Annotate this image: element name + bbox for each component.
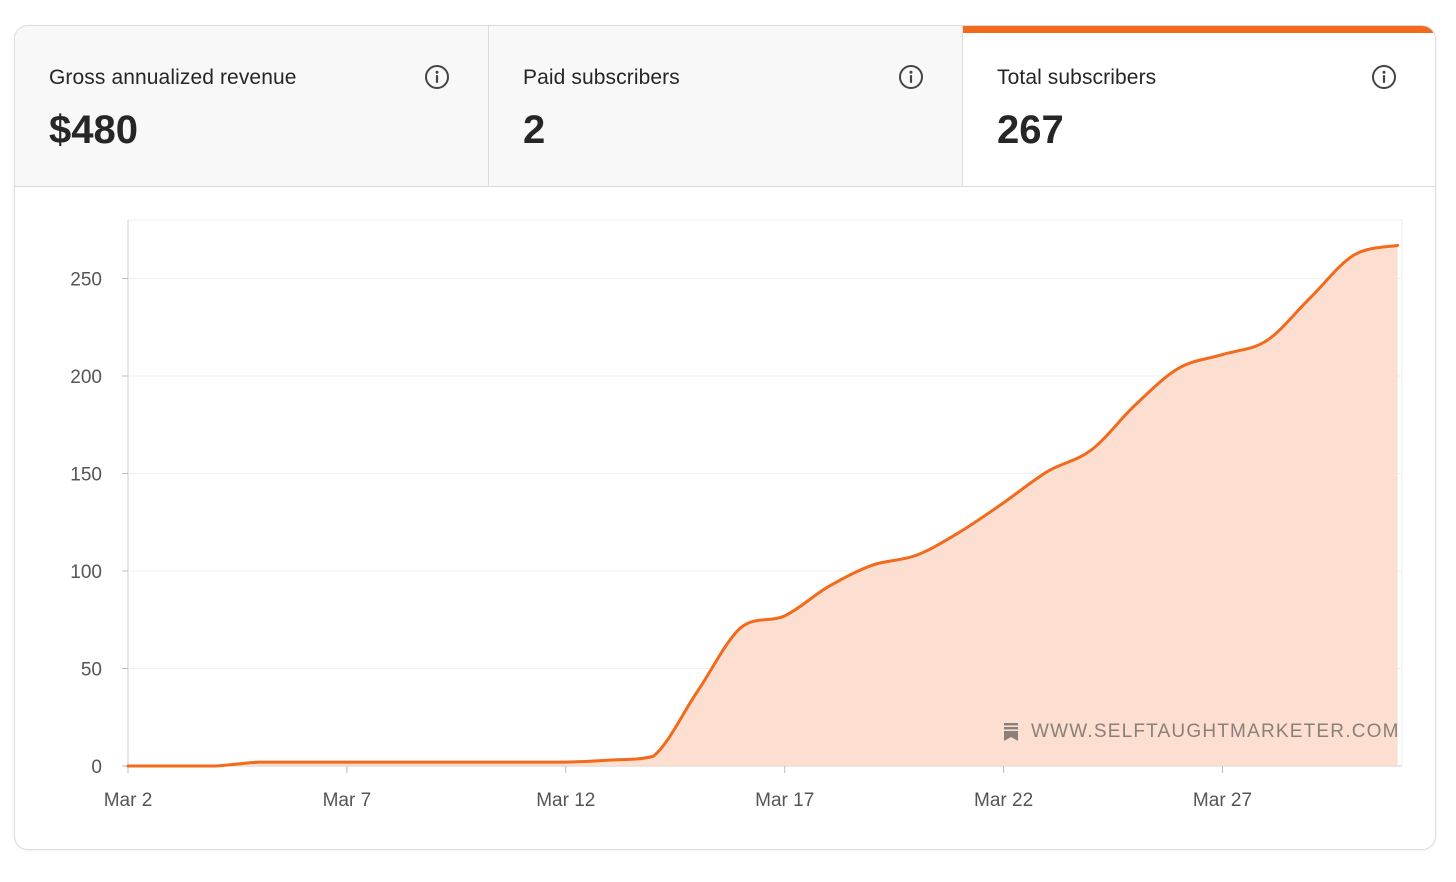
tab-label: Gross annualized revenue — [49, 66, 297, 89]
data-point — [783, 614, 787, 618]
data-point — [301, 760, 305, 764]
watermark-text: WWW.SELFTAUGHTMARKETER.COM — [1031, 721, 1400, 742]
tab-label: Paid subscribers — [523, 66, 680, 89]
watermark: WWW.SELFTAUGHTMARKETER.COM — [1003, 721, 1400, 743]
data-point — [870, 563, 874, 567]
data-point — [1045, 470, 1049, 474]
tab-paid-subscribers[interactable]: Paid subscribers 2 — [489, 26, 963, 186]
data-point — [1177, 366, 1181, 370]
data-point — [695, 690, 699, 694]
info-icon[interactable] — [424, 64, 450, 90]
y-tick-label: 100 — [70, 562, 102, 583]
tab-value: 2 — [523, 108, 546, 152]
data-point — [1133, 403, 1137, 407]
data-point — [1396, 243, 1400, 247]
y-tick-label: 50 — [81, 660, 102, 681]
x-tick-label: Mar 17 — [755, 790, 814, 811]
data-point — [651, 754, 655, 758]
data-point — [126, 764, 130, 768]
series-line — [126, 243, 1400, 768]
y-tick-label: 150 — [70, 465, 102, 486]
data-point — [257, 760, 261, 764]
data-point — [914, 553, 918, 557]
data-point — [520, 760, 524, 764]
data-point — [389, 760, 393, 764]
tab-total-subscribers[interactable]: Total subscribers 267 — [963, 26, 1435, 186]
data-point — [214, 764, 218, 768]
x-tick-label: Mar 27 — [1193, 790, 1252, 811]
y-tick-label: 200 — [70, 367, 102, 388]
total-subscribers-chart: 0 50 100 150 200 250 Mar 2 Mar 7 Mar 12 Mar 17 Mar… — [70, 219, 1403, 811]
data-point — [1089, 448, 1093, 452]
tab-value: $480 — [49, 108, 138, 152]
data-point — [432, 760, 436, 764]
data-point — [826, 585, 830, 589]
data-point — [1264, 339, 1268, 343]
tab-gross-annualized-revenue[interactable]: Gross annualized revenue $480 — [15, 26, 489, 186]
metric-tabs: Gross annualized revenue $480 Paid subsc… — [15, 26, 1435, 187]
data-point — [170, 764, 174, 768]
x-tick-label: Mar 12 — [536, 790, 595, 811]
tab-value: 267 — [997, 108, 1064, 152]
bookmark-icon — [1004, 723, 1018, 741]
data-point — [1352, 253, 1356, 257]
x-tick-label: Mar 7 — [323, 790, 372, 811]
stats-card: Gross annualized revenue $480 Paid subsc… — [14, 25, 1436, 850]
data-point — [345, 760, 349, 764]
y-tick-label: 250 — [70, 270, 102, 291]
x-tick-label: Mar 2 — [104, 790, 153, 811]
data-point — [1221, 353, 1225, 357]
data-point — [1002, 501, 1006, 505]
info-icon[interactable] — [898, 64, 924, 90]
tab-label: Total subscribers — [997, 66, 1157, 89]
data-point — [564, 760, 568, 764]
data-point — [476, 760, 480, 764]
data-point — [958, 530, 962, 534]
x-tick-label: Mar 22 — [974, 790, 1033, 811]
data-point — [1308, 296, 1312, 300]
chart-area: 0 50 100 150 200 250 Mar 2 Mar 7 Mar 12 Mar 17 Mar… — [15, 186, 1435, 848]
y-tick-label: 0 — [91, 757, 102, 778]
data-point — [608, 758, 612, 762]
info-icon[interactable] — [1371, 64, 1397, 90]
data-point — [739, 626, 743, 630]
series-area — [128, 245, 1398, 767]
